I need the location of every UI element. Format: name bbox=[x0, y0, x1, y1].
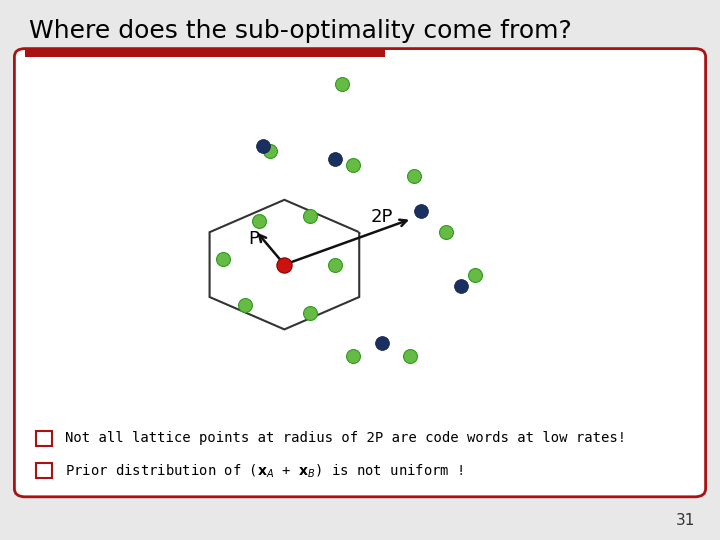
Bar bbox=[25, 48, 385, 57]
Text: 2P: 2P bbox=[371, 208, 393, 226]
FancyBboxPatch shape bbox=[14, 49, 706, 497]
Text: P: P bbox=[248, 231, 259, 248]
Bar bbox=[36, 463, 52, 478]
Text: Not all lattice points at radius of 2P are code words at low rates!: Not all lattice points at radius of 2P a… bbox=[65, 431, 626, 446]
Text: Where does the sub-optimality come from?: Where does the sub-optimality come from? bbox=[29, 19, 572, 43]
Polygon shape bbox=[210, 200, 359, 329]
Text: 31: 31 bbox=[675, 513, 695, 528]
Bar bbox=[36, 431, 52, 446]
Text: Prior distribution of ($\mathbf{x}_A$ + $\mathbf{x}_B$) is not uniform !: Prior distribution of ($\mathbf{x}_A$ + … bbox=[65, 462, 463, 480]
